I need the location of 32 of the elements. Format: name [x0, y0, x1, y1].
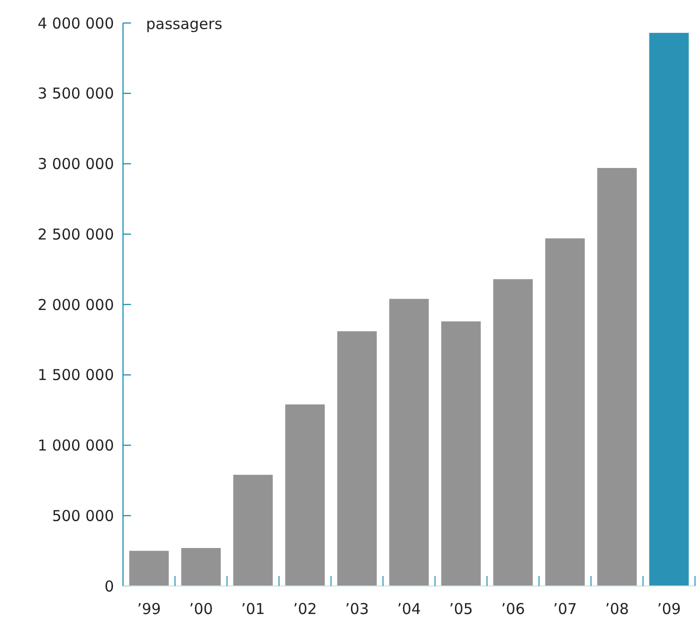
bar: [233, 474, 273, 586]
bar: [597, 168, 637, 586]
y-tick-label: 1 500 000: [38, 366, 114, 384]
x-tick-label: ’02: [293, 600, 317, 618]
x-tick-label: ’03: [345, 600, 369, 618]
x-tick-label: ’01: [241, 600, 265, 618]
y-axis-title: passagers: [146, 15, 222, 33]
y-tick-label: 3 500 000: [38, 84, 114, 103]
y-tick-label: 500 000: [52, 506, 114, 525]
y-tick-label: 3 000 000: [38, 155, 114, 173]
bar: [285, 404, 325, 586]
bar: [337, 331, 377, 586]
bar: [389, 298, 429, 586]
bar: [441, 321, 481, 586]
x-tick-label: ’07: [553, 600, 577, 618]
x-tick-label: ’99: [137, 600, 161, 618]
bar: [545, 238, 585, 586]
y-tick-label: 2 500 000: [38, 225, 114, 244]
y-tick-label: 4 000 000: [38, 14, 114, 32]
bar: [129, 550, 169, 586]
y-tick-label: 0: [104, 577, 114, 596]
bar: [649, 32, 689, 586]
x-tick-label: ’04: [397, 600, 421, 618]
y-tick-label: 2 000 000: [38, 296, 114, 314]
x-tick-label: ’00: [189, 600, 213, 618]
bar: [493, 279, 533, 586]
x-tick-label: ’05: [449, 600, 473, 618]
x-tick-label: ’09: [657, 600, 681, 618]
x-tick-label: ’06: [501, 600, 525, 618]
y-tick-label: 1 000 000: [38, 436, 114, 454]
bar: [181, 548, 221, 586]
x-tick-label: ’08: [605, 600, 629, 618]
